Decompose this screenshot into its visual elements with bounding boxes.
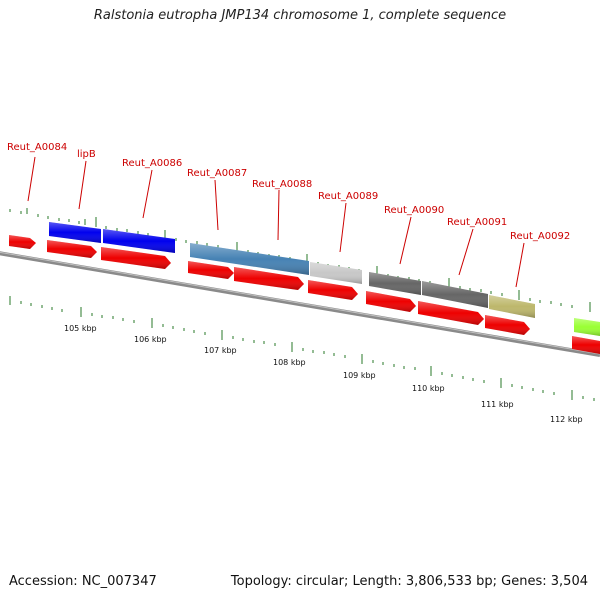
label-leaders: [27, 156, 525, 288]
gene-label[interactable]: Reut_A0088: [252, 179, 312, 190]
gene-label[interactable]: Reut_A0086: [122, 158, 182, 169]
kbp-labels: 105 kbp 106 kbp 107 kbp 108 kbp 109 kbp …: [64, 324, 583, 424]
gene-label[interactable]: Reut_A0084: [7, 142, 67, 153]
backbone-highlight: [0, 251, 600, 355]
lower-tick-row: [9, 296, 595, 401]
kbp-label: 107 kbp: [204, 346, 237, 355]
gene-label[interactable]: Reut_A0089: [318, 191, 378, 202]
gene-label[interactable]: Reut_A0090: [384, 205, 444, 216]
gene-label[interactable]: Reut_A0091: [447, 217, 507, 228]
kbp-label: 106 kbp: [134, 335, 167, 344]
kbp-label: 105 kbp: [64, 324, 97, 333]
gene-label[interactable]: Reut_A0092: [510, 231, 570, 242]
strand-arrows: [9, 235, 600, 354]
kbp-label: 110 kbp: [412, 384, 445, 393]
kbp-label: 111 kbp: [481, 400, 514, 409]
kbp-label: 109 kbp: [343, 371, 376, 380]
accession-text: Accession: NC_007347: [9, 574, 157, 589]
kbp-label: 108 kbp: [273, 358, 306, 367]
gene-label[interactable]: Reut_A0087: [187, 168, 247, 179]
backbone: [0, 251, 600, 357]
gene-label[interactable]: lipB: [77, 149, 96, 160]
kbp-label: 112 kbp: [550, 415, 583, 424]
map-title: Ralstonia eutropha JMP134 chromosome 1, …: [93, 8, 507, 23]
upper-tick-row: [9, 208, 591, 312]
summary-text: Topology: circular; Length: 3,806,533 bp…: [230, 574, 588, 589]
feature-bars: [49, 222, 600, 336]
gene-labels: Reut_A0084 lipB Reut_A0086 Reut_A0087 Re…: [7, 142, 570, 242]
